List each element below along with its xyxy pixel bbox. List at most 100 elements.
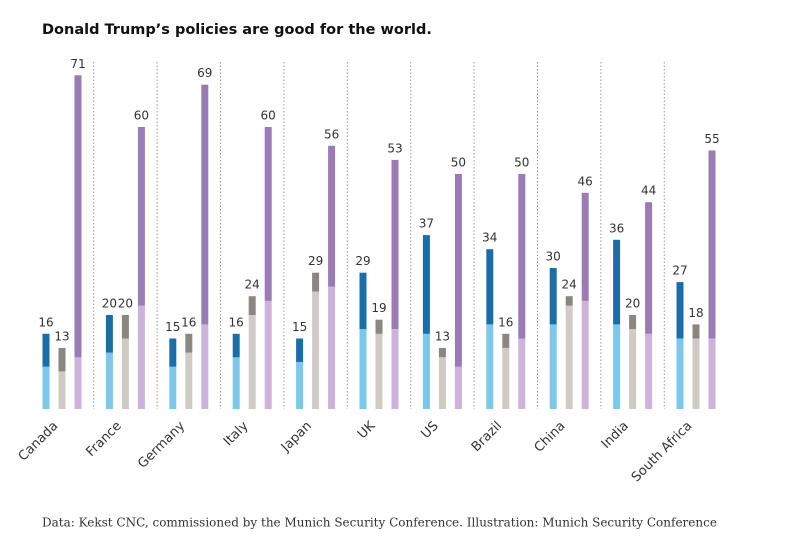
bar-upper — [692, 324, 700, 339]
bar-upper — [264, 127, 272, 301]
bar-lower — [581, 300, 589, 409]
bar-lower — [391, 329, 399, 409]
bar-upper — [375, 319, 383, 334]
bar-upper — [312, 272, 320, 292]
value-label: 24 — [245, 278, 260, 292]
bar-lower — [549, 324, 557, 409]
bar-upper — [581, 192, 589, 301]
value-label: 56 — [324, 127, 339, 141]
bar-lower — [232, 357, 240, 409]
value-label: 34 — [482, 231, 497, 245]
bar-lower — [105, 352, 113, 409]
bar-upper — [232, 333, 240, 358]
bar-upper — [518, 174, 526, 339]
value-label: 20 — [625, 297, 640, 311]
bar-upper — [565, 296, 573, 306]
x-tick-label: Italy — [221, 418, 252, 449]
bar-upper — [629, 315, 637, 330]
bar-lower — [169, 366, 177, 409]
bar-upper — [74, 75, 82, 358]
value-label: 16 — [229, 315, 244, 329]
bar-lower — [42, 366, 50, 409]
bar-upper — [185, 333, 193, 353]
bar-lower — [613, 324, 621, 409]
x-tick-label: France — [84, 419, 125, 460]
value-label: 30 — [546, 250, 561, 264]
bar-lower — [312, 291, 320, 409]
bar-upper — [328, 145, 336, 287]
bar-lower — [137, 305, 145, 409]
bar-upper — [708, 150, 716, 339]
value-label: 15 — [292, 320, 307, 334]
bar-lower — [328, 286, 336, 409]
bar-upper — [486, 249, 494, 325]
bar-lower — [58, 371, 66, 409]
bar-lower — [74, 357, 82, 409]
value-label: 18 — [688, 306, 703, 320]
bar-lower — [518, 338, 526, 409]
bar-lower — [375, 333, 383, 409]
bar-lower — [264, 300, 272, 409]
bar-upper — [201, 84, 209, 325]
bar-lower — [454, 366, 462, 409]
bar-lower — [565, 305, 573, 409]
bar-lower — [248, 315, 256, 409]
value-label: 16 — [498, 315, 513, 329]
x-tick-label: Brazil — [469, 419, 505, 455]
value-label: 13 — [435, 329, 450, 343]
value-label: 36 — [609, 221, 624, 235]
bar-upper — [359, 272, 367, 330]
bar-upper — [645, 202, 653, 334]
bar-lower — [708, 338, 716, 409]
value-label: 20 — [118, 297, 133, 311]
bar-upper — [391, 159, 399, 330]
bar-lower — [645, 333, 653, 409]
x-tick-label: US — [419, 419, 442, 442]
bar-upper — [454, 174, 462, 367]
bar-lower — [486, 324, 494, 409]
bar-lower — [201, 324, 209, 409]
bar-upper — [676, 282, 684, 339]
value-label: 50 — [514, 156, 529, 170]
value-label: 50 — [451, 156, 466, 170]
bar-lower — [296, 362, 304, 409]
x-tick-label: South Africa — [629, 419, 695, 485]
x-tick-label: Japan — [278, 419, 315, 456]
bar-upper — [296, 338, 304, 362]
bar-upper — [58, 347, 66, 372]
x-tick-label: India — [599, 419, 632, 452]
value-label: 16 — [181, 315, 196, 329]
bar-lower — [438, 357, 446, 409]
x-tick-label: Germany — [135, 418, 188, 471]
bar-lower — [422, 333, 430, 409]
value-label: 60 — [134, 109, 149, 123]
x-tick-label: UK — [355, 418, 379, 442]
bar-upper — [549, 268, 557, 325]
bar-lower — [676, 338, 684, 409]
bar-upper — [613, 239, 621, 325]
value-label: 71 — [70, 57, 85, 71]
bar-upper — [422, 235, 430, 334]
value-label: 69 — [197, 66, 212, 80]
value-label: 15 — [165, 320, 180, 334]
bar-upper — [169, 338, 177, 367]
value-label: 13 — [54, 329, 69, 343]
bar-upper — [42, 333, 50, 367]
value-label: 46 — [578, 174, 593, 188]
bar-lower — [121, 338, 129, 409]
value-label: 16 — [38, 315, 53, 329]
x-tick-label: Canada — [16, 419, 62, 465]
bar-upper — [502, 333, 510, 348]
bar-upper — [248, 296, 256, 315]
bar-upper — [137, 127, 145, 306]
value-label: 27 — [672, 264, 687, 278]
value-label: 60 — [261, 109, 276, 123]
bar-upper — [105, 315, 113, 353]
value-label: 24 — [562, 278, 577, 292]
bar-lower — [359, 329, 367, 409]
bar-lower — [185, 352, 193, 409]
value-label: 29 — [355, 254, 370, 268]
x-tick-label: China — [532, 419, 569, 456]
value-label: 53 — [387, 141, 402, 155]
